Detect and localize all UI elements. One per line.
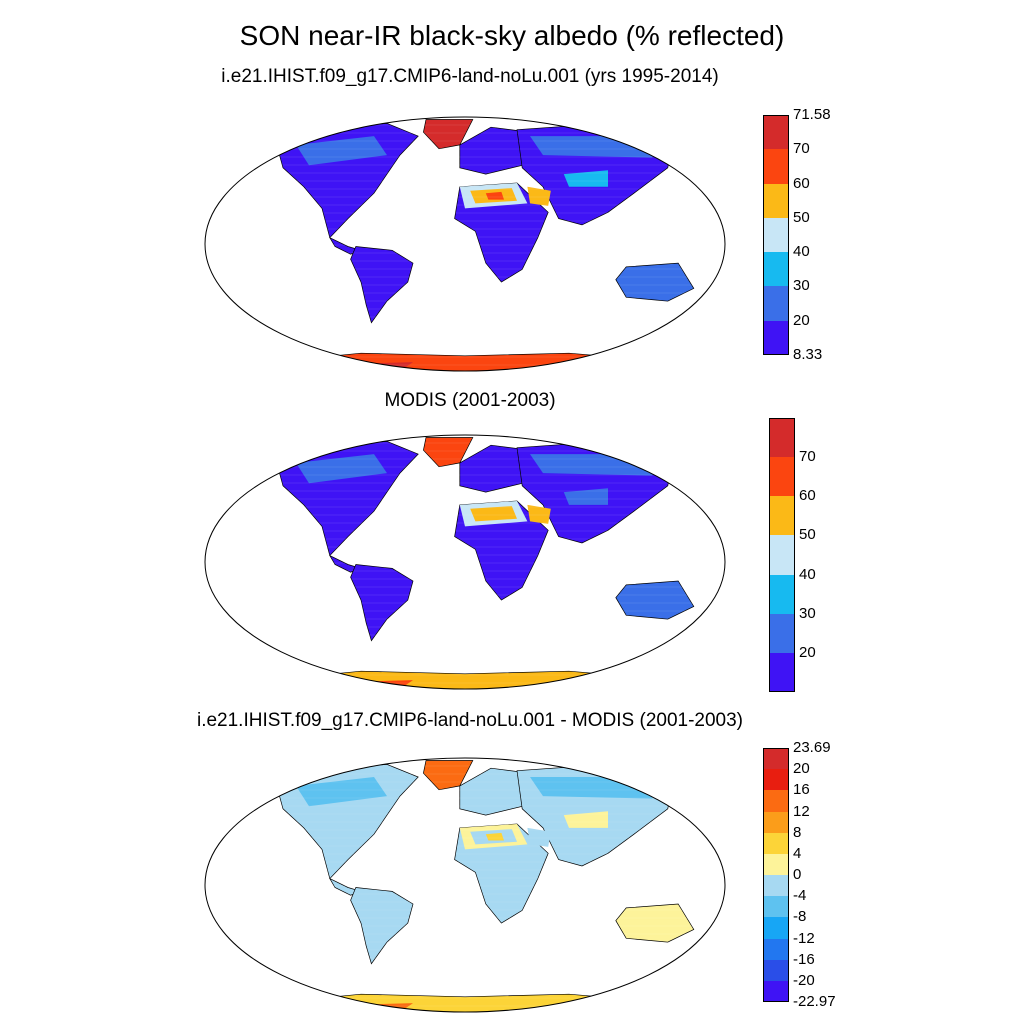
colorbar-label: 60 bbox=[793, 174, 810, 192]
region-africa bbox=[454, 823, 549, 924]
colorbar-frame bbox=[763, 748, 789, 1002]
overlay-desert_hot bbox=[485, 191, 504, 200]
colorbar-label: 8 bbox=[793, 823, 802, 841]
region-greenland bbox=[423, 437, 474, 468]
region-australia bbox=[615, 262, 695, 302]
map-outline bbox=[204, 116, 726, 372]
region-asia bbox=[516, 764, 674, 867]
region-asia bbox=[516, 441, 674, 544]
overlay-tibet bbox=[563, 811, 608, 828]
colorbar-label: -22.97 bbox=[793, 993, 836, 1010]
colorbar-label: -16 bbox=[793, 950, 815, 968]
region-antarctica bbox=[282, 670, 661, 689]
colorbar-label: -8 bbox=[793, 908, 807, 926]
overlay-tibet bbox=[563, 488, 608, 505]
region-europe bbox=[459, 126, 531, 175]
overlay-boreal bbox=[530, 777, 660, 799]
overlay-boreal bbox=[530, 136, 660, 158]
colorbar-frame bbox=[763, 115, 789, 355]
colorbar-label: 23.69 bbox=[793, 739, 831, 756]
panel-title-difference: i.e21.IHIST.f09_g17.CMIP6-land-noLu.001 … bbox=[196, 710, 744, 731]
overlay-desert_mid bbox=[470, 506, 517, 522]
colorbar-label: 60 bbox=[799, 487, 816, 505]
colorbar-swatch bbox=[769, 535, 795, 576]
region-europe bbox=[459, 767, 531, 816]
overlay-desert_mid bbox=[470, 188, 517, 204]
overlay-desert_hot bbox=[485, 509, 504, 518]
colorbar-label: 30 bbox=[793, 277, 810, 295]
region-centralAmerica bbox=[328, 877, 363, 896]
region-greenland bbox=[423, 760, 474, 791]
overlay-desert_hot bbox=[485, 832, 504, 841]
colorbar-label: 50 bbox=[793, 208, 810, 226]
region-antarctica bbox=[282, 993, 661, 1012]
panel-title-model: i.e21.IHIST.f09_g17.CMIP6-land-noLu.001 … bbox=[221, 66, 719, 87]
overlay-tibet bbox=[563, 170, 608, 187]
colorbar-swatch bbox=[763, 183, 789, 219]
colorbar-label: -12 bbox=[793, 929, 815, 947]
figure-title: SON near-IR black-sky albedo (% reflecte… bbox=[239, 20, 785, 51]
colorbar-label: -20 bbox=[793, 971, 815, 989]
overlay-boreal bbox=[530, 454, 660, 476]
colorbar-label: 20 bbox=[799, 643, 816, 661]
colorbar-label: 0 bbox=[793, 866, 802, 883]
colorbar-label: 70 bbox=[799, 448, 816, 466]
colorbar-label: -4 bbox=[793, 887, 807, 905]
region-africa bbox=[454, 500, 549, 601]
region-greenland bbox=[423, 119, 474, 150]
overlay-arabia bbox=[527, 186, 551, 206]
overlay-boreal bbox=[296, 777, 387, 807]
map-outline bbox=[204, 757, 726, 1013]
colorbar-label: 20 bbox=[793, 760, 810, 778]
overlay-arabia bbox=[527, 827, 551, 847]
overlay-boreal bbox=[296, 454, 387, 484]
overlay-arabia bbox=[527, 504, 551, 524]
region-southAmerica bbox=[350, 246, 414, 324]
region-southAmerica bbox=[350, 564, 414, 642]
map-outline bbox=[204, 434, 726, 690]
region-northAmerica bbox=[277, 441, 419, 557]
colorbar-label: 40 bbox=[793, 243, 810, 261]
region-australia bbox=[615, 580, 695, 620]
colorbar-frame bbox=[769, 418, 795, 692]
colorbar-label: 71.58 bbox=[793, 106, 831, 123]
colorbar-label: 30 bbox=[799, 604, 816, 622]
panel-title-modis: MODIS (2001-2003) bbox=[384, 390, 556, 411]
region-australia bbox=[615, 903, 695, 943]
colorbar-label: 20 bbox=[793, 311, 810, 329]
region-centralAmerica bbox=[328, 554, 363, 573]
colorbar-label: 8.33 bbox=[793, 346, 823, 363]
colorbar-label: 50 bbox=[799, 526, 816, 544]
overlay-desert_light bbox=[459, 824, 528, 850]
overlay-desert_mid bbox=[470, 829, 517, 845]
colorbar-label: 70 bbox=[793, 140, 810, 158]
overlay-desert_light bbox=[459, 501, 528, 527]
region-africa bbox=[454, 182, 549, 283]
region-southAmerica bbox=[350, 887, 414, 965]
overlay-ice_edge bbox=[322, 1003, 413, 1012]
overlay-desert_light bbox=[459, 183, 528, 209]
region-northAmerica bbox=[277, 123, 419, 239]
region-antarctica bbox=[282, 352, 661, 371]
overlay-ice_edge bbox=[322, 362, 413, 371]
region-northAmerica bbox=[277, 764, 419, 880]
colorbar-label: 40 bbox=[799, 565, 816, 583]
colorbar-label: 4 bbox=[793, 844, 802, 862]
colorbar-label: 16 bbox=[793, 781, 810, 799]
region-europe bbox=[459, 444, 531, 493]
overlay-ice_edge bbox=[322, 680, 413, 689]
colorbar-label: 12 bbox=[793, 802, 810, 820]
overlay-boreal bbox=[296, 136, 387, 166]
colorbar-swatch bbox=[769, 418, 795, 458]
region-asia bbox=[516, 123, 674, 226]
region-centralAmerica bbox=[328, 236, 363, 255]
